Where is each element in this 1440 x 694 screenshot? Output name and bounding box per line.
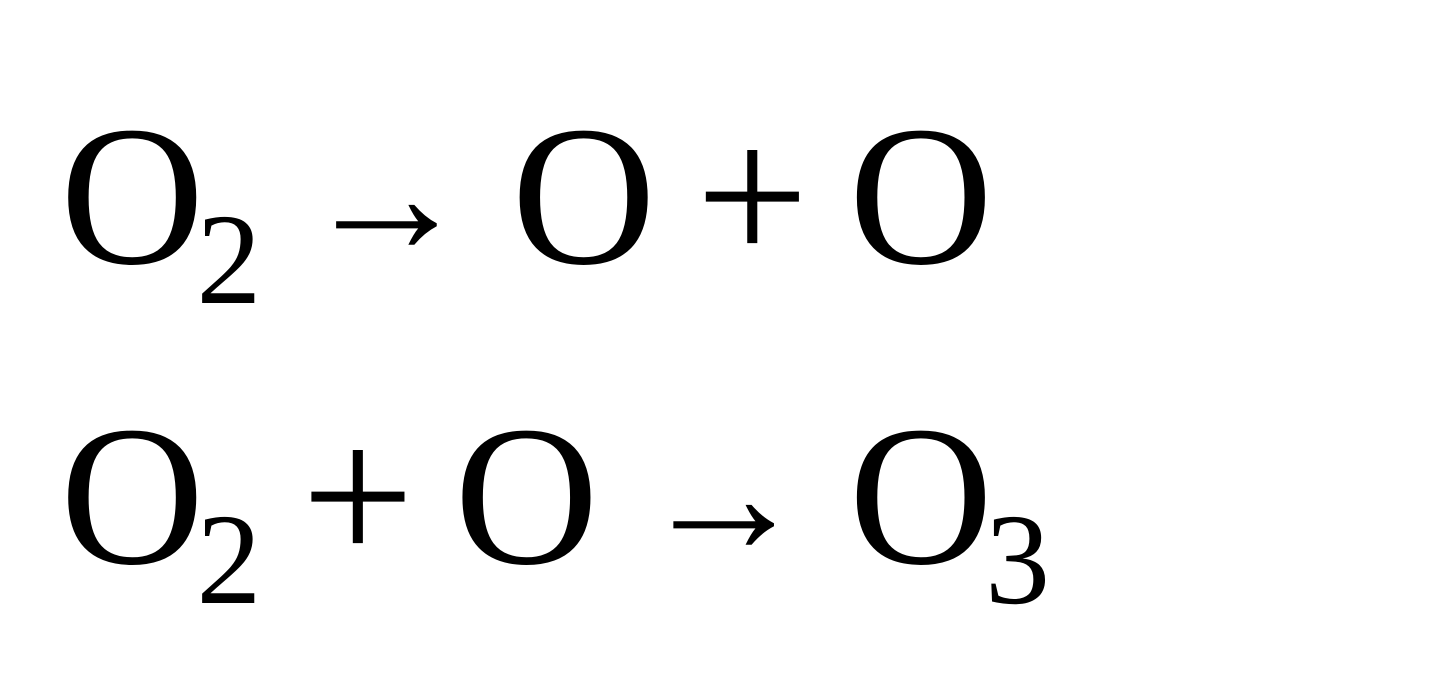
term-o2: O 2	[60, 97, 261, 297]
element-symbol: O	[60, 97, 204, 297]
subscript: 2	[196, 195, 261, 325]
plus-operator: +	[301, 397, 414, 597]
element-symbol: O	[60, 397, 204, 597]
equation-1: O 2 → O + O	[60, 97, 1440, 297]
subscript: 2	[196, 495, 261, 625]
arrow-icon: →	[301, 111, 471, 281]
term-o: O	[849, 97, 993, 297]
term-o2: O 2	[60, 397, 261, 597]
term-o: O	[511, 97, 655, 297]
plus-operator: +	[696, 97, 809, 297]
equation-2: O 2 + O → O 3	[60, 397, 1440, 597]
subscript: 3	[985, 495, 1050, 625]
term-o3: O 3	[849, 397, 1050, 597]
element-symbol: O	[849, 97, 993, 297]
element-symbol: O	[849, 397, 993, 597]
term-o: O	[454, 397, 598, 597]
element-symbol: O	[511, 97, 655, 297]
equation-container: O 2 → O + O O 2 + O → O 3	[60, 97, 1440, 597]
element-symbol: O	[454, 397, 598, 597]
arrow-icon: →	[639, 411, 809, 581]
